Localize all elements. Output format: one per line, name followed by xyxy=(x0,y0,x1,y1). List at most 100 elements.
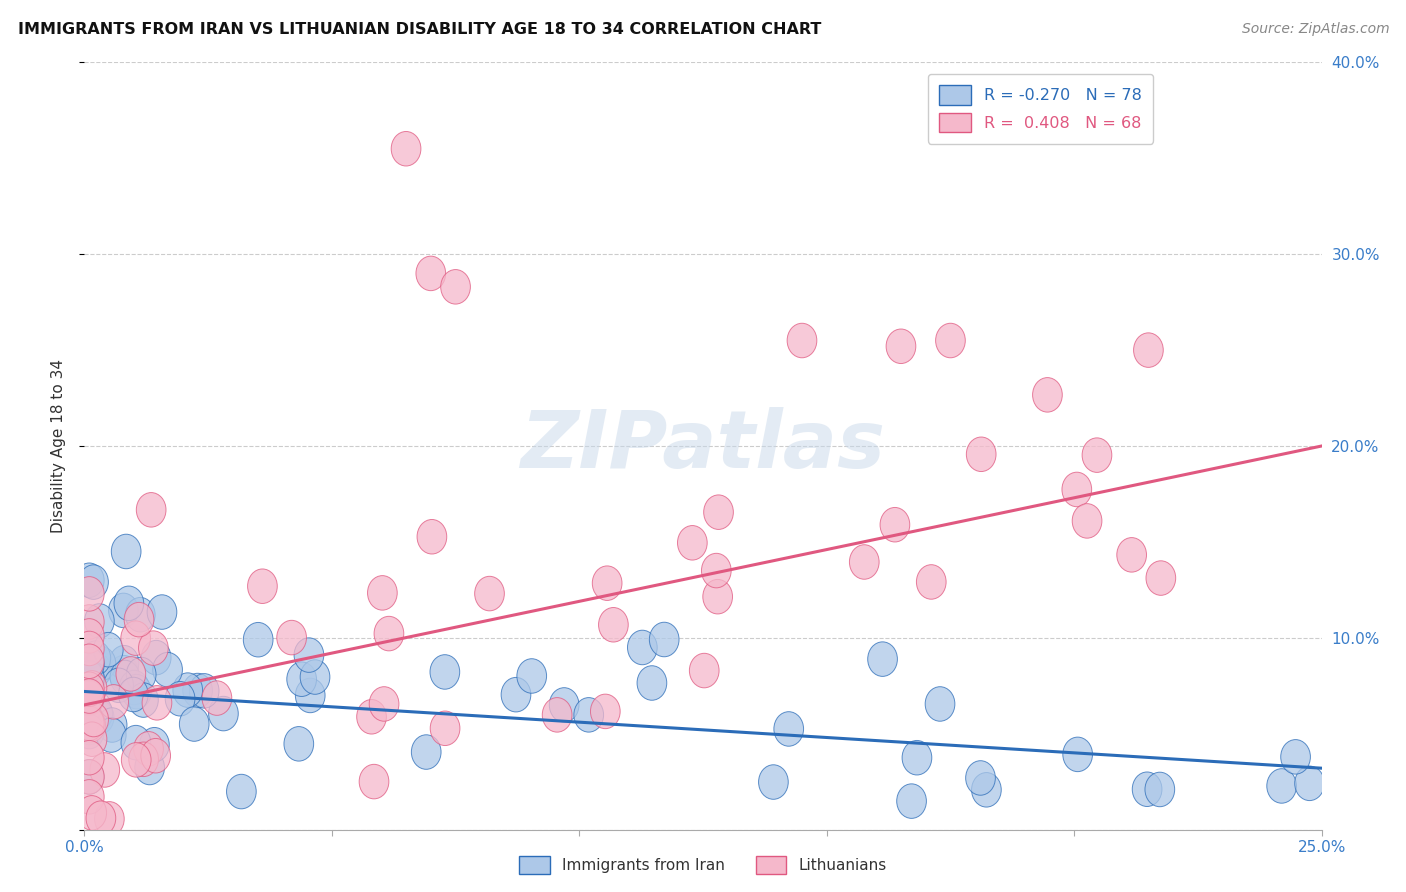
Ellipse shape xyxy=(1144,772,1174,806)
Ellipse shape xyxy=(591,694,620,729)
Ellipse shape xyxy=(412,735,441,769)
Ellipse shape xyxy=(1281,739,1310,774)
Ellipse shape xyxy=(108,593,138,628)
Ellipse shape xyxy=(416,256,446,291)
Ellipse shape xyxy=(1032,377,1063,412)
Ellipse shape xyxy=(972,772,1001,807)
Ellipse shape xyxy=(277,620,307,655)
Ellipse shape xyxy=(440,269,471,304)
Ellipse shape xyxy=(1116,538,1146,572)
Ellipse shape xyxy=(550,688,579,723)
Y-axis label: Disability Age 18 to 34: Disability Age 18 to 34 xyxy=(51,359,66,533)
Ellipse shape xyxy=(868,642,897,676)
Ellipse shape xyxy=(75,679,104,714)
Ellipse shape xyxy=(295,678,325,713)
Ellipse shape xyxy=(121,621,150,656)
Ellipse shape xyxy=(75,644,104,679)
Ellipse shape xyxy=(82,640,111,675)
Ellipse shape xyxy=(367,575,398,610)
Ellipse shape xyxy=(141,739,170,773)
Ellipse shape xyxy=(787,323,817,358)
Ellipse shape xyxy=(1133,333,1163,368)
Ellipse shape xyxy=(637,665,666,700)
Ellipse shape xyxy=(703,580,733,614)
Ellipse shape xyxy=(104,668,134,703)
Ellipse shape xyxy=(284,727,314,761)
Ellipse shape xyxy=(966,437,995,472)
Ellipse shape xyxy=(430,711,460,746)
Ellipse shape xyxy=(75,710,104,745)
Ellipse shape xyxy=(75,780,104,814)
Ellipse shape xyxy=(370,687,399,722)
Ellipse shape xyxy=(142,686,172,720)
Ellipse shape xyxy=(90,753,120,788)
Ellipse shape xyxy=(75,649,104,683)
Ellipse shape xyxy=(391,131,420,166)
Ellipse shape xyxy=(599,607,628,642)
Ellipse shape xyxy=(111,534,141,569)
Ellipse shape xyxy=(110,660,139,695)
Ellipse shape xyxy=(121,725,150,760)
Ellipse shape xyxy=(94,802,124,836)
Ellipse shape xyxy=(1083,438,1112,473)
Ellipse shape xyxy=(294,638,323,673)
Ellipse shape xyxy=(897,784,927,818)
Ellipse shape xyxy=(98,685,128,719)
Ellipse shape xyxy=(124,602,153,637)
Text: ZIPatlas: ZIPatlas xyxy=(520,407,886,485)
Ellipse shape xyxy=(374,616,404,651)
Ellipse shape xyxy=(935,323,966,358)
Ellipse shape xyxy=(166,681,195,716)
Ellipse shape xyxy=(903,740,932,775)
Ellipse shape xyxy=(357,699,387,734)
Ellipse shape xyxy=(142,640,172,675)
Ellipse shape xyxy=(127,657,156,692)
Ellipse shape xyxy=(75,634,104,669)
Ellipse shape xyxy=(118,677,148,712)
Ellipse shape xyxy=(1146,561,1175,595)
Ellipse shape xyxy=(125,598,155,632)
Legend: R = -0.270   N = 78, R =  0.408   N = 68: R = -0.270 N = 78, R = 0.408 N = 68 xyxy=(928,74,1153,144)
Ellipse shape xyxy=(75,740,104,775)
Ellipse shape xyxy=(1295,766,1324,801)
Ellipse shape xyxy=(75,619,104,653)
Ellipse shape xyxy=(543,698,572,732)
Ellipse shape xyxy=(475,576,505,611)
Ellipse shape xyxy=(75,760,104,794)
Ellipse shape xyxy=(97,707,127,742)
Ellipse shape xyxy=(136,492,166,527)
Ellipse shape xyxy=(153,652,183,687)
Ellipse shape xyxy=(678,525,707,560)
Ellipse shape xyxy=(75,563,104,598)
Ellipse shape xyxy=(84,604,114,638)
Ellipse shape xyxy=(517,658,547,693)
Ellipse shape xyxy=(75,662,104,697)
Ellipse shape xyxy=(299,660,330,694)
Ellipse shape xyxy=(77,671,107,706)
Ellipse shape xyxy=(1063,737,1092,772)
Ellipse shape xyxy=(1267,769,1296,803)
Ellipse shape xyxy=(139,631,169,665)
Ellipse shape xyxy=(243,623,273,657)
Ellipse shape xyxy=(135,750,165,785)
Ellipse shape xyxy=(190,673,219,708)
Ellipse shape xyxy=(75,714,104,749)
Ellipse shape xyxy=(75,672,104,706)
Ellipse shape xyxy=(93,632,124,667)
Ellipse shape xyxy=(75,605,104,640)
Ellipse shape xyxy=(76,707,105,742)
Ellipse shape xyxy=(75,681,104,714)
Ellipse shape xyxy=(886,329,915,364)
Ellipse shape xyxy=(122,674,152,709)
Ellipse shape xyxy=(287,662,316,697)
Ellipse shape xyxy=(689,653,718,688)
Ellipse shape xyxy=(183,673,212,707)
Ellipse shape xyxy=(86,801,115,836)
Ellipse shape xyxy=(108,656,138,690)
Ellipse shape xyxy=(1062,472,1091,507)
Ellipse shape xyxy=(75,647,104,681)
Ellipse shape xyxy=(75,706,104,741)
Ellipse shape xyxy=(86,647,115,681)
Ellipse shape xyxy=(418,519,447,554)
Legend: Immigrants from Iran, Lithuanians: Immigrants from Iran, Lithuanians xyxy=(513,850,893,880)
